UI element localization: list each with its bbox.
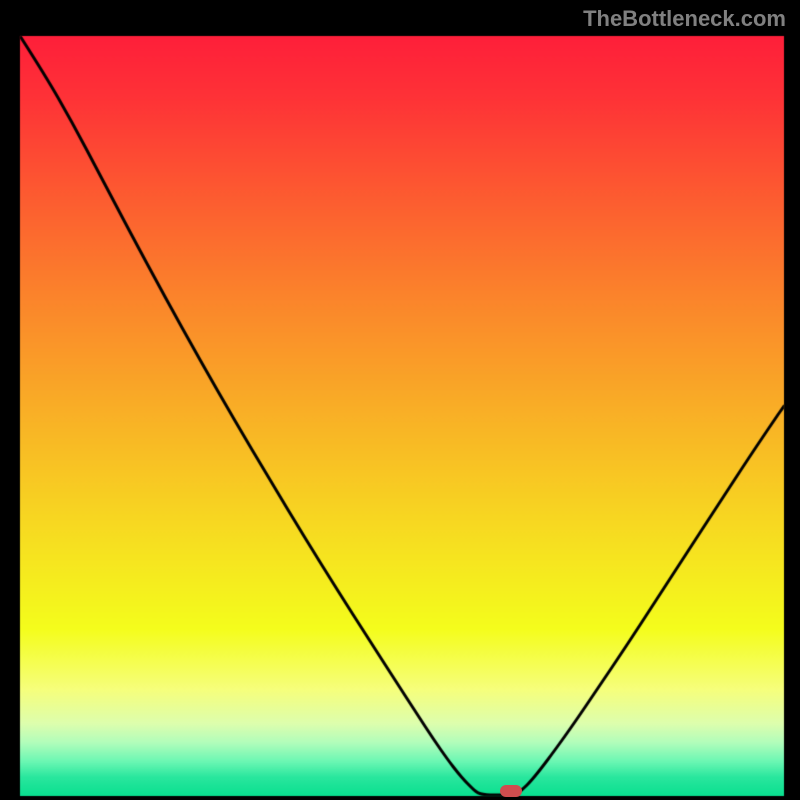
chart-stage: TheBottleneck.com <box>0 0 800 800</box>
bottleneck-curve <box>0 0 800 800</box>
